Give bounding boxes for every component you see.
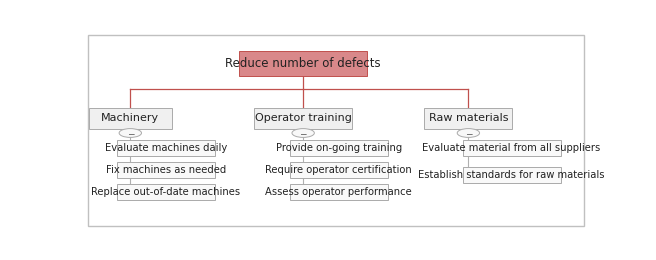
FancyBboxPatch shape — [290, 184, 388, 200]
FancyBboxPatch shape — [117, 184, 215, 200]
FancyBboxPatch shape — [424, 108, 512, 129]
FancyBboxPatch shape — [462, 167, 561, 184]
Circle shape — [119, 129, 142, 137]
FancyBboxPatch shape — [239, 51, 367, 76]
Text: Operator training: Operator training — [255, 113, 352, 123]
Circle shape — [292, 129, 314, 137]
Circle shape — [457, 129, 480, 137]
Text: Fix machines as needed: Fix machines as needed — [106, 165, 226, 175]
Text: Raw materials: Raw materials — [428, 113, 508, 123]
Text: −: − — [464, 129, 472, 138]
FancyBboxPatch shape — [290, 162, 388, 178]
Text: Machinery: Machinery — [101, 113, 159, 123]
FancyBboxPatch shape — [117, 162, 215, 178]
FancyBboxPatch shape — [117, 140, 215, 157]
Text: −: − — [299, 129, 307, 138]
Text: Evaluate material from all suppliers: Evaluate material from all suppliers — [422, 143, 601, 153]
Text: Assess operator performance: Assess operator performance — [266, 187, 412, 197]
FancyBboxPatch shape — [254, 108, 352, 129]
Text: Evaluate machines daily: Evaluate machines daily — [105, 143, 227, 153]
FancyBboxPatch shape — [290, 140, 388, 157]
FancyBboxPatch shape — [462, 140, 561, 157]
Text: Provide on-going training: Provide on-going training — [276, 143, 402, 153]
Text: Replace out-of-date machines: Replace out-of-date machines — [91, 187, 241, 197]
FancyBboxPatch shape — [89, 108, 172, 129]
Text: Establish standards for raw materials: Establish standards for raw materials — [419, 170, 605, 180]
Text: Require operator certification: Require operator certification — [266, 165, 412, 175]
Text: −: − — [127, 129, 134, 138]
Text: Reduce number of defects: Reduce number of defects — [226, 57, 381, 70]
